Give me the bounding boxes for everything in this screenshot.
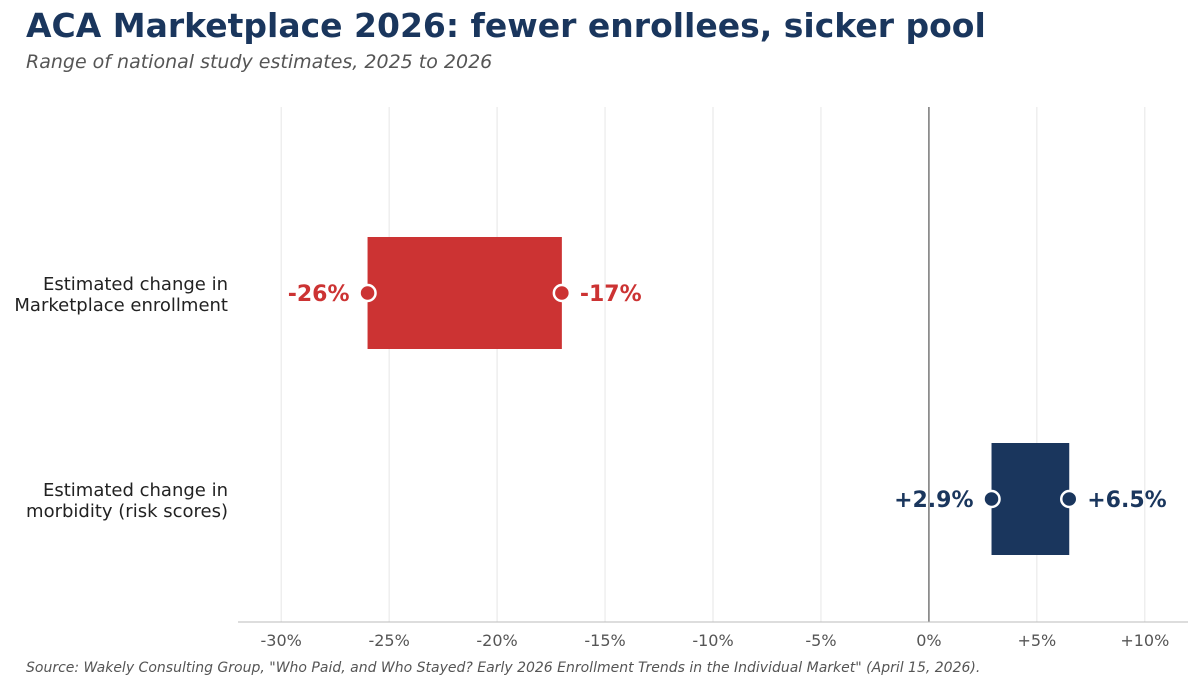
category-label: Estimated change in morbidity (risk score… (26, 480, 228, 522)
x-tick-label: -10% (692, 631, 733, 650)
chart-subtitle: Range of national study estimates, 2025 … (26, 51, 493, 73)
low-endpoint-marker (358, 283, 377, 303)
x-tick-label: -30% (261, 631, 302, 650)
high-value-label: +6.5% (1087, 488, 1166, 513)
category-label-line: morbidity (risk scores) (26, 501, 228, 522)
category-labels: Estimated change in Marketplace enrollmen… (14, 274, 228, 522)
x-tick-label: -15% (584, 631, 625, 650)
low-endpoint-marker (982, 489, 1001, 509)
low-value-label: -26% (288, 282, 350, 307)
high-endpoint-marker (1060, 489, 1079, 509)
category-label: Estimated change in Marketplace enrollmen… (14, 274, 228, 316)
x-tick-label: -25% (368, 631, 409, 650)
x-axis: -30% -25% -20% -15% -10% -5% 0% +5% +10% (238, 621, 1188, 650)
category-label-line: Estimated change in (43, 274, 228, 295)
high-value-label: -17% (580, 282, 642, 307)
x-tick-label: +10% (1120, 631, 1169, 650)
x-tick-label: +5% (1017, 631, 1056, 650)
category-label-line: Marketplace enrollment (14, 295, 228, 316)
low-value-label: +2.9% (894, 488, 973, 513)
x-tick-label: -20% (476, 631, 517, 650)
category-label-line: Estimated change in (43, 480, 228, 501)
gridlines (280, 107, 1146, 622)
range-bars: -26% -17% +2.9% +6.5% (288, 237, 1167, 555)
x-tick-label: -5% (805, 631, 836, 650)
x-tick-label: 0% (916, 631, 941, 650)
range-bar (367, 237, 562, 349)
high-endpoint-marker (552, 283, 572, 303)
chart-title: ACA Marketplace 2026: fewer enrollees, s… (26, 6, 986, 45)
source-note: Source: Wakely Consulting Group, "Who Pa… (26, 660, 981, 676)
range-bar (991, 443, 1070, 555)
